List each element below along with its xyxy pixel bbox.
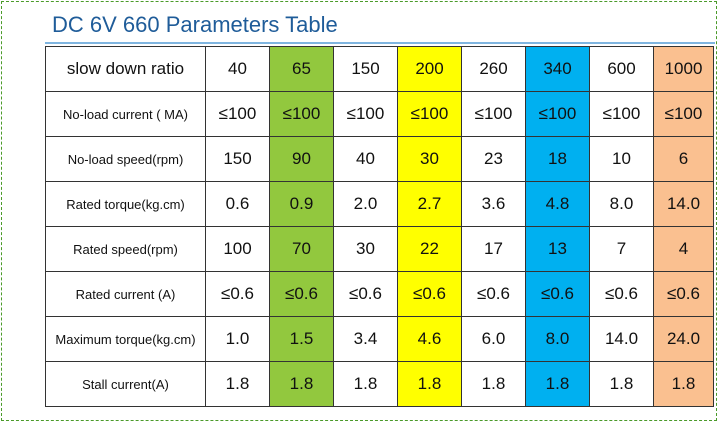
cell: 7: [589, 226, 654, 272]
cell: ≤100: [461, 91, 526, 137]
cell: 40: [205, 46, 270, 92]
cell: ≤0.6: [205, 271, 270, 317]
cell: 1.8: [589, 361, 654, 407]
row-label: Maximum torque(kg.cm): [45, 316, 206, 362]
title: DC 6V 660 Parameters Table: [52, 12, 338, 37]
cell: 65: [269, 46, 334, 92]
table-row: slow down ratio 40 65 150 200 260 340 600 1000: [45, 46, 714, 92]
cell: 1.8: [653, 361, 714, 407]
cell: ≤100: [269, 91, 334, 137]
cell: 23: [461, 136, 526, 182]
cell: 6.0: [461, 316, 526, 362]
cell: 1.8: [269, 361, 334, 407]
cell: ≤100: [525, 91, 590, 137]
cell: 22: [397, 226, 462, 272]
cell: 4.6: [397, 316, 462, 362]
table-row: Rated current (A) ≤0.6 ≤0.6 ≤0.6 ≤0.6 ≤0.6 ≤0.…: [45, 271, 714, 317]
cell: 70: [269, 226, 334, 272]
cell: 4: [653, 226, 714, 272]
cell: 1.8: [397, 361, 462, 407]
cell: 150: [333, 46, 398, 92]
row-label: Rated torque(kg.cm): [45, 181, 206, 227]
table-row: No-load current ( MA) ≤100 ≤100 ≤100 ≤100 ≤10…: [45, 91, 714, 137]
row-label: Rated speed(rpm): [45, 226, 206, 272]
row-label: Stall current(A): [45, 361, 206, 407]
cell: 0.9: [269, 181, 334, 227]
cell: ≤0.6: [653, 271, 714, 317]
cell: 14.0: [653, 181, 714, 227]
row-label: No-load current ( MA): [45, 91, 206, 137]
cell: 18: [525, 136, 590, 182]
cell: 1.0: [205, 316, 270, 362]
cell: ≤100: [205, 91, 270, 137]
row-label: Rated current (A): [45, 271, 206, 317]
cell: 30: [397, 136, 462, 182]
cell: 4.8: [525, 181, 590, 227]
cell: 200: [397, 46, 462, 92]
cell: ≤100: [589, 91, 654, 137]
cell: 3.6: [461, 181, 526, 227]
cell: ≤0.6: [333, 271, 398, 317]
title-rule: [45, 42, 715, 44]
cell: 40: [333, 136, 398, 182]
cell: 1000: [653, 46, 714, 92]
table-row: Maximum torque(kg.cm) 1.0 1.5 3.4 4.6 6.0 8.0 1…: [45, 316, 714, 362]
cell: ≤100: [397, 91, 462, 137]
table-row: No-load speed(rpm) 150 90 40 30 23 18 10 6: [45, 136, 714, 182]
table-row: Stall current(A) 1.8 1.8 1.8 1.8 1.8 1.8 1.8 1.8: [45, 361, 714, 407]
cell: ≤100: [653, 91, 714, 137]
cell: ≤0.6: [589, 271, 654, 317]
cell: 13: [525, 226, 590, 272]
cell: 3.4: [333, 316, 398, 362]
cell: 8.0: [525, 316, 590, 362]
cell: 150: [205, 136, 270, 182]
cell: 8.0: [589, 181, 654, 227]
cell: ≤0.6: [269, 271, 334, 317]
table-row: Rated torque(kg.cm) 0.6 0.9 2.0 2.7 3.6 4.8 8.0…: [45, 181, 714, 227]
cell: ≤100: [333, 91, 398, 137]
cell: 1.8: [333, 361, 398, 407]
cell: 30: [333, 226, 398, 272]
cell: ≤0.6: [397, 271, 462, 317]
cell: 14.0: [589, 316, 654, 362]
cell: 24.0: [653, 316, 714, 362]
cell: 600: [589, 46, 654, 92]
cell: 17: [461, 226, 526, 272]
cell: 10: [589, 136, 654, 182]
cell: ≤0.6: [461, 271, 526, 317]
cell: 90: [269, 136, 334, 182]
row-label: No-load speed(rpm): [45, 136, 206, 182]
cell: 2.0: [333, 181, 398, 227]
cell: 6: [653, 136, 714, 182]
row-label: slow down ratio: [45, 46, 206, 92]
parameters-table: slow down ratio 40 65 150 200 260 340 600 1000 No…: [45, 46, 714, 407]
cell: 1.8: [525, 361, 590, 407]
cell: 260: [461, 46, 526, 92]
cell: 1.5: [269, 316, 334, 362]
cell: 100: [205, 226, 270, 272]
cell: 0.6: [205, 181, 270, 227]
cell: ≤0.6: [525, 271, 590, 317]
cell: 1.8: [461, 361, 526, 407]
cell: 2.7: [397, 181, 462, 227]
table-row: Rated speed(rpm) 100 70 30 22 17 13 7 4: [45, 226, 714, 272]
cell: 1.8: [205, 361, 270, 407]
cell: 340: [525, 46, 590, 92]
